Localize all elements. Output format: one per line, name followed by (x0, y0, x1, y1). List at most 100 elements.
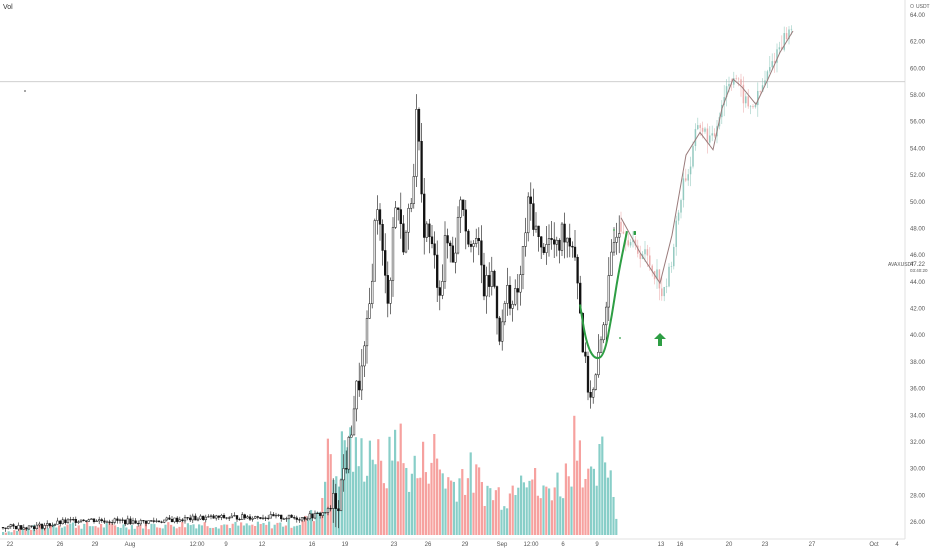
volume-bar (116, 527, 119, 535)
candle-body (521, 246, 525, 275)
volume-bar (41, 527, 44, 535)
candle-body (355, 380, 358, 410)
candle-body (568, 237, 571, 247)
volume-bar (590, 466, 593, 535)
price-tick-label: 48.00 (910, 226, 926, 232)
volume-bar (10, 532, 13, 535)
volume-bar (346, 447, 349, 535)
candle-body (183, 517, 187, 522)
volume-bar (433, 434, 436, 535)
candle-body (464, 209, 467, 232)
candle-body (519, 274, 522, 293)
candle-body (178, 519, 181, 522)
candle-body (225, 517, 228, 519)
candle-body (576, 256, 579, 284)
volume-bar (240, 522, 243, 535)
candle-body (477, 238, 480, 242)
volume-bar (69, 523, 72, 535)
volume-bar (352, 471, 355, 535)
volume-bar (343, 440, 346, 535)
candle-body (368, 303, 371, 319)
candle-body (306, 518, 309, 520)
projected-body (699, 125, 701, 128)
time-tick-label: 26 (57, 542, 64, 548)
time-tick-label: 9 (224, 542, 228, 548)
projected-body (649, 255, 651, 266)
volume-bar (125, 527, 128, 535)
volume-bar (310, 509, 313, 535)
volume-bar (450, 480, 453, 535)
volume-bar (100, 523, 103, 535)
volume-bar (198, 524, 201, 535)
price-tick-label: 62.00 (910, 40, 926, 46)
candle-body (181, 519, 184, 522)
volume-bar (489, 488, 492, 535)
volume-bar (167, 522, 170, 535)
volume-bar (315, 512, 318, 535)
candle-body (43, 525, 46, 529)
candle-body (79, 519, 83, 523)
price-axis[interactable]: 26.00 28.00 30.00 32.00 34.00 36.00 38.00 40.00… (910, 0, 926, 526)
candle-body (612, 242, 616, 253)
time-tick-label: 29 (462, 542, 469, 548)
candle-body (137, 523, 140, 525)
candle-body (407, 207, 410, 233)
volume-bar (234, 521, 237, 535)
candle-body (295, 517, 298, 520)
candle-body (64, 519, 67, 524)
volume-bar (598, 444, 601, 535)
volume-bar (497, 487, 500, 535)
candle-body (532, 203, 535, 230)
volume-bar (366, 475, 369, 535)
volume-bar (382, 483, 385, 535)
projected-body (776, 49, 778, 63)
volume-bar (472, 492, 475, 535)
volume-bar (576, 460, 579, 535)
candle-body (199, 515, 202, 520)
volume-bar (452, 481, 455, 535)
volume-bar (363, 481, 366, 535)
volume-bar (368, 440, 371, 535)
projected-body (670, 266, 673, 267)
volume-bar (301, 520, 304, 535)
volume-bar (486, 485, 489, 535)
candle-body (563, 223, 566, 243)
price-tick-label: 50.00 (910, 200, 926, 206)
volume-bar (380, 460, 383, 535)
volume-bar (405, 467, 408, 535)
price-tick-label: 28.00 (910, 493, 926, 499)
volume-bar (142, 528, 145, 535)
volume-bar (604, 462, 607, 535)
candle-body (376, 209, 379, 221)
candle-body (329, 508, 332, 510)
candle-body (547, 238, 551, 245)
projected-body (754, 105, 757, 108)
candle-body (433, 243, 436, 256)
candle-body (9, 524, 12, 527)
candle-body (571, 245, 574, 248)
candle-body (269, 514, 272, 519)
volume-bar (245, 523, 248, 535)
price-tick-label: 26.00 (910, 520, 926, 526)
volume-bar (130, 525, 133, 535)
volume-bar (105, 523, 108, 535)
candle-body (524, 232, 527, 247)
candle-body (560, 223, 564, 251)
volume-bar (133, 528, 136, 535)
volume-bar (63, 526, 66, 535)
projected-body (711, 133, 713, 136)
volume-bar (466, 478, 469, 535)
volume-bar (326, 438, 329, 535)
candle-body (165, 517, 168, 521)
projected-body (651, 265, 653, 272)
candle-body (503, 303, 506, 323)
candle-body (204, 516, 207, 521)
projected-body (668, 266, 670, 287)
time-axis[interactable]: 22 26 29 Aug 12:00 9 12 16 19 23 26 29 Sep 12:00 6 9 13 1… (7, 542, 900, 548)
candle-body (14, 525, 18, 530)
volume-bar (74, 527, 77, 535)
candle-body (48, 523, 51, 527)
volume-bar (136, 526, 139, 535)
candle-body (142, 520, 145, 522)
